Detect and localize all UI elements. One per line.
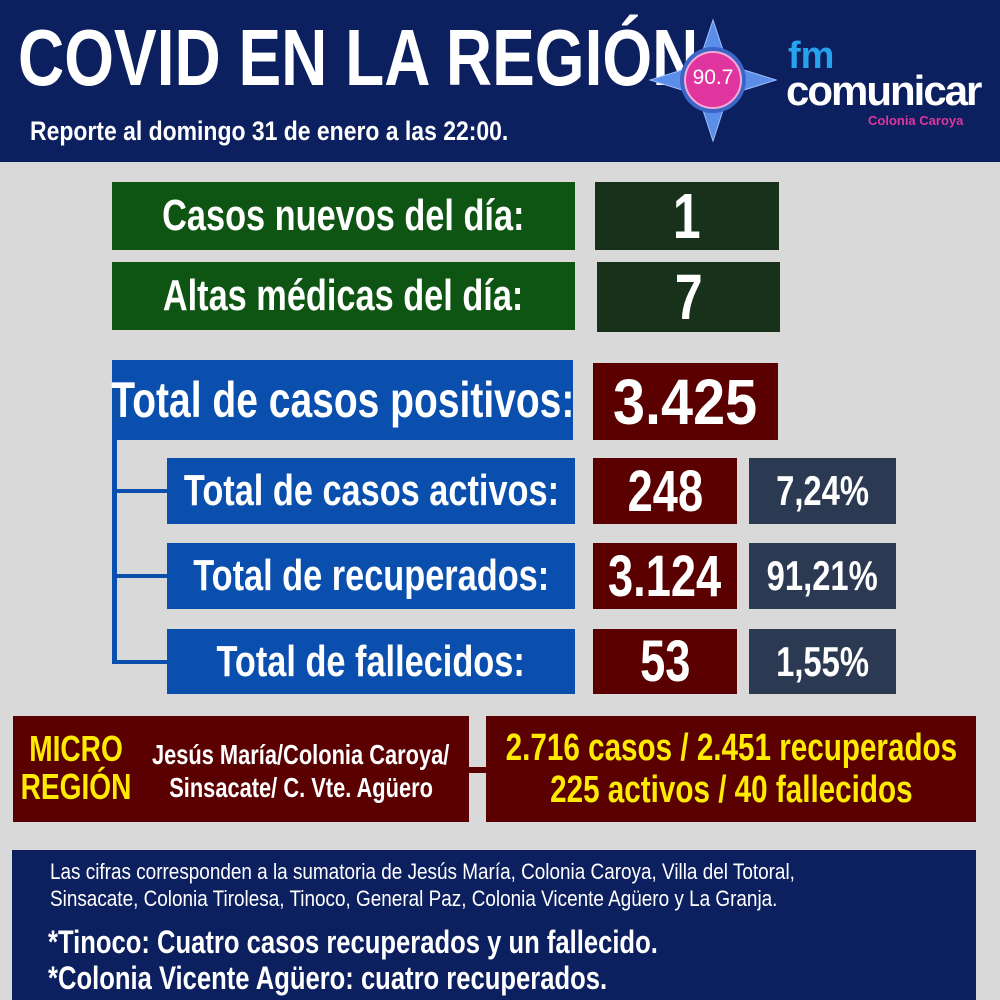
new-cases-label: Casos nuevos del día: <box>112 182 575 250</box>
logo-brand: comunicar <box>786 67 982 114</box>
active-label: Total de casos activos: <box>167 458 575 524</box>
footer-note: Las cifras corresponden a la sumatoria d… <box>50 859 795 911</box>
logo-location: Colonia Caroya <box>868 113 964 128</box>
recovered-label: Total de recuperados: <box>167 543 575 609</box>
logo: 90.7 fm comunicar Colonia Caroya <box>648 18 982 143</box>
discharges-value: 7 <box>597 261 780 333</box>
deceased-value: 53 <box>593 629 737 694</box>
report-subtitle: Reporte al domingo 31 de enero a las 22:… <box>30 116 509 146</box>
bracket-branch <box>112 574 168 578</box>
header <box>0 0 1000 162</box>
total-cases-label: Total de casos positivos: <box>111 360 574 440</box>
discharges-label: Altas médicas del día: <box>112 262 575 330</box>
active-value: 248 <box>593 458 737 524</box>
logo-frequency: 90.7 <box>692 66 734 89</box>
recovered-percent: 91,21% <box>749 543 896 609</box>
total-cases-value: 3.425 <box>593 363 778 440</box>
logo-fm: fm <box>788 35 835 77</box>
micro-region-stats: 2.716 casos / 2.451 recuperados 225 activ… <box>486 716 976 822</box>
micro-region-box: MICRO REGIÓN Jesús María/Colonia Caroya/S… <box>13 716 469 822</box>
recovered-value: 3.124 <box>593 543 737 609</box>
bracket-branch <box>112 660 168 664</box>
page-title: COVID EN LA REGIÓN <box>18 13 699 102</box>
micro-region-title: MICRO REGIÓN <box>20 728 131 807</box>
micro-region-towns: Jesús María/Colonia Caroya/Sinsacate/ C.… <box>152 739 450 803</box>
footer-notes: Las cifras corresponden a la sumatoria d… <box>12 850 976 1000</box>
deceased-percent: 1,55% <box>749 629 896 694</box>
bracket-branch <box>112 489 168 493</box>
footer-remarks: *Tinoco: Cuatro casos recuperados y un f… <box>48 924 658 996</box>
star-logo-icon <box>648 18 778 143</box>
active-percent: 7,24% <box>749 458 896 524</box>
deceased-label: Total de fallecidos: <box>167 629 575 694</box>
new-cases-value: 1 <box>595 180 779 252</box>
bracket-line <box>112 440 117 664</box>
connector <box>469 767 486 773</box>
